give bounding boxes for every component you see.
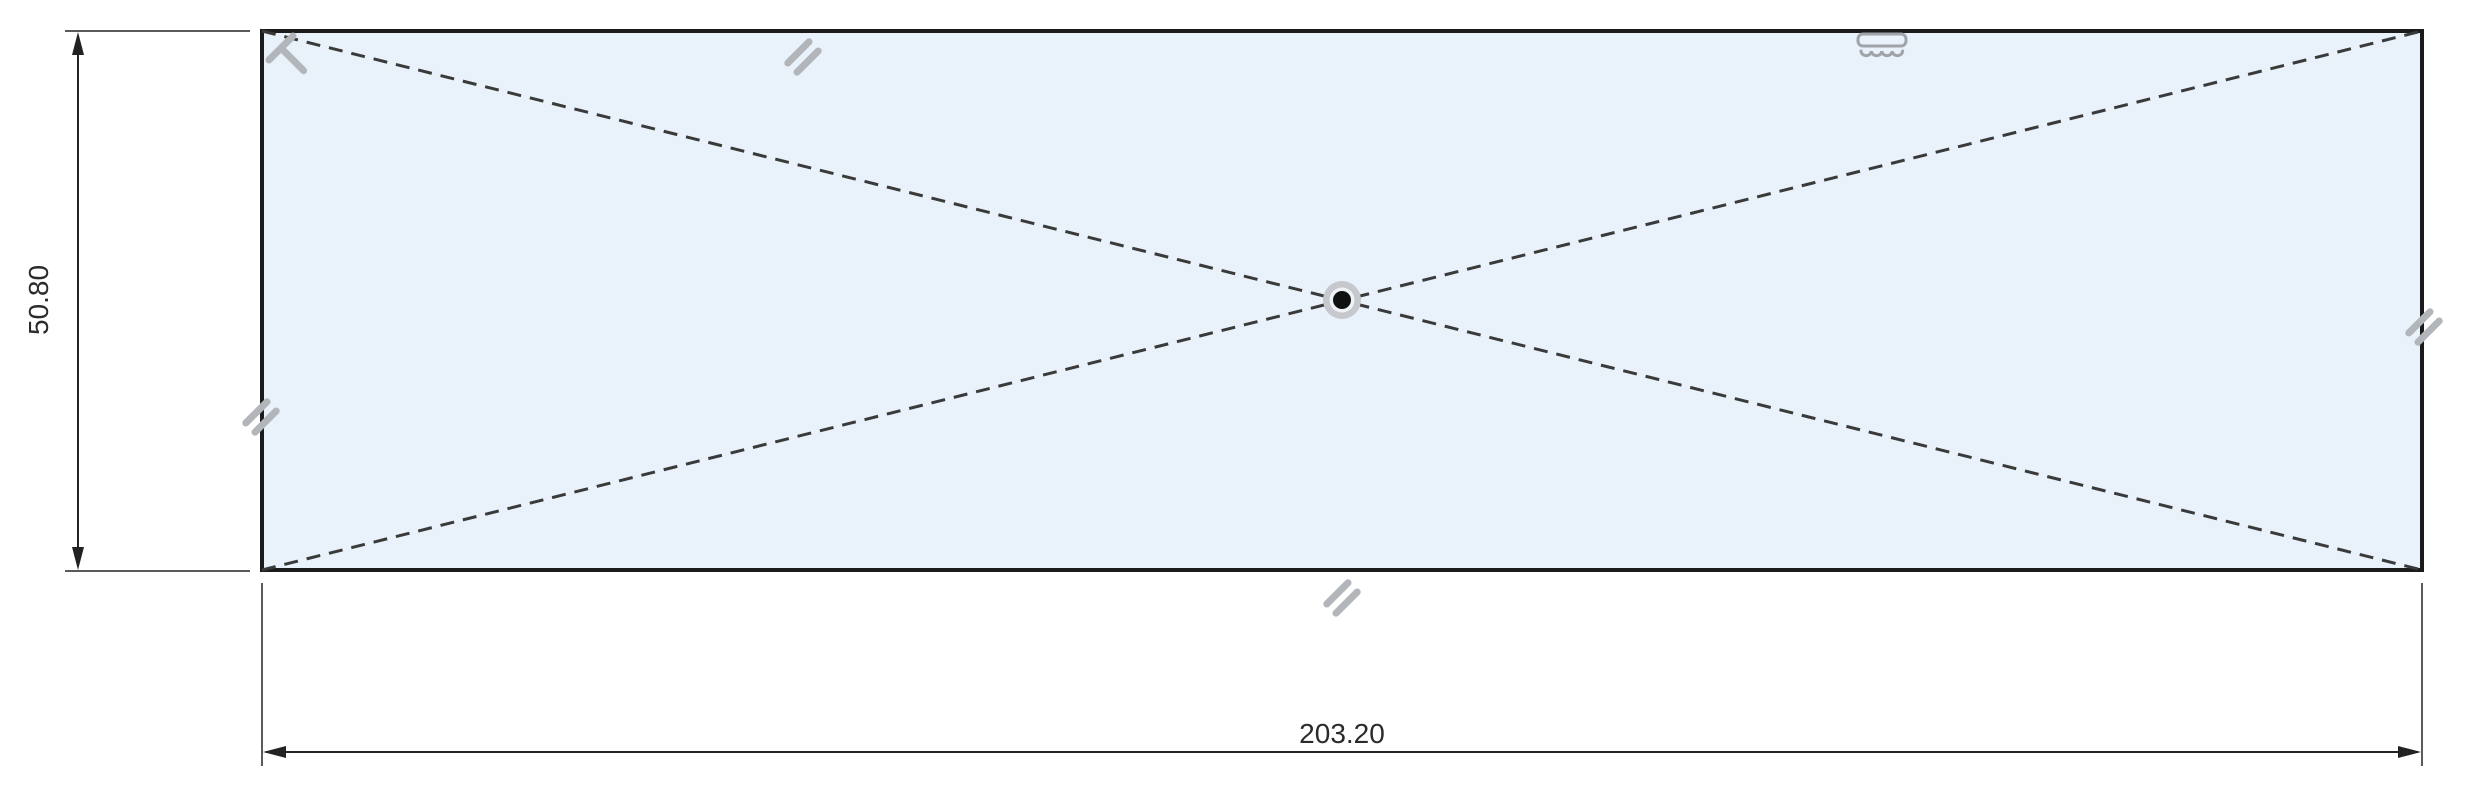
dimension-height-label[interactable]: 50.80 [23,265,54,335]
arrowhead-down-icon [72,547,84,570]
dimension-height[interactable]: 50.80 [23,30,250,572]
arrowhead-right-icon [2398,746,2421,758]
fix-constraint-icon[interactable] [1856,32,1908,58]
arrowhead-up-icon [72,32,84,55]
arrowhead-left-icon [263,746,286,758]
dimension-width[interactable]: 203.20 [261,583,2423,766]
center-point[interactable] [1323,281,1361,319]
center-point-core [1333,291,1351,309]
perpendicular-constraint-icon[interactable] [265,32,316,83]
dimension-width-label[interactable]: 203.20 [1299,718,1385,749]
parallel-constraint-icon[interactable] [1327,583,1357,613]
